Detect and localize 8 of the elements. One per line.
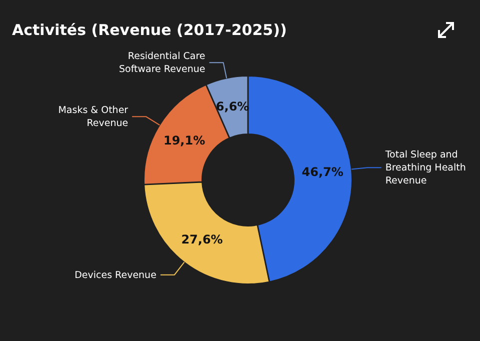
chart-title: Activités (Revenue (2017-2025)) [12, 21, 287, 39]
slice-label: Masks & Other Revenue [58, 105, 128, 130]
data-label: 46,7% [302, 165, 344, 180]
slice-label: Residential Care Software Revenue [119, 51, 206, 76]
data-label: 19,1% [163, 133, 206, 148]
data-label: 27,6% [181, 232, 223, 246]
slice-label: Devices Revenue [74, 270, 157, 281]
slice-label: Total Sleep and Breathing Health Revenue [384, 150, 466, 187]
